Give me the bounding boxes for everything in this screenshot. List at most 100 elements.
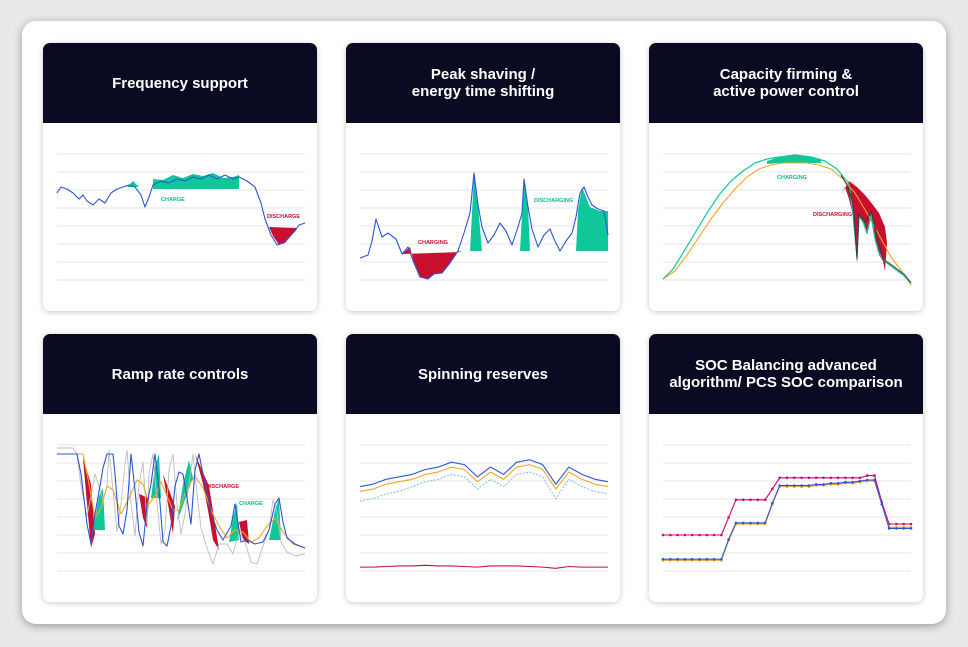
soc-point: [705, 557, 709, 561]
card-title: Frequency support: [112, 74, 248, 92]
soc-point: [814, 476, 818, 480]
soc-point: [676, 557, 679, 561]
soc-point: [741, 498, 745, 502]
card-title: Capacity firming & active power control: [713, 66, 859, 100]
soc-line-orange: [663, 480, 911, 561]
charging-label: CHARGING: [777, 175, 807, 181]
soc-point: [698, 557, 701, 561]
soc-point: [800, 484, 803, 487]
soc-point: [909, 527, 913, 530]
card-frequency-support: Frequency support CHARGE DISCHARGE: [43, 43, 317, 311]
soc-point: [712, 533, 716, 537]
ramp-area-9: [239, 520, 249, 544]
ramp-area-6: [177, 460, 193, 522]
soc-point: [822, 483, 825, 486]
output-line: [840, 174, 912, 284]
charging-area: [402, 247, 462, 279]
soc-point: [749, 521, 752, 525]
grid: [663, 153, 911, 281]
soc-point: [814, 483, 818, 486]
soc-point: [676, 533, 679, 537]
soc-point: [705, 533, 709, 537]
soc-point: [778, 476, 781, 480]
soc-point: [785, 476, 789, 480]
soc-point: [807, 484, 811, 487]
soc-point: [756, 521, 760, 525]
soc-point: [727, 516, 730, 519]
soc-point: [865, 474, 869, 477]
charge-label: CHARGE: [161, 197, 185, 203]
charging-label: CHARGING: [418, 240, 448, 246]
ramp-area-7: [195, 454, 219, 550]
soc-point: [669, 557, 672, 561]
grid: [663, 444, 911, 572]
ramp-rate-chart: DISCHARGE CHARGE: [57, 444, 306, 572]
capacity-firming-chart: CHARGING DISCHARGING: [662, 153, 912, 286]
soc-point: [880, 502, 884, 506]
card-title: Ramp rate controls: [111, 365, 249, 383]
load-line: [359, 172, 609, 280]
soc-point: [669, 533, 672, 537]
soc-point: [844, 480, 847, 484]
soc-point: [778, 484, 781, 487]
card-capacity-firming: Capacity firming & active power control …: [649, 43, 923, 311]
output-line: [57, 453, 306, 549]
soc-point: [771, 487, 774, 491]
card-header: Frequency support: [43, 43, 317, 123]
soc-point: [785, 484, 789, 487]
soc-point: [807, 476, 811, 480]
card-title: Spinning reserves: [417, 365, 549, 383]
soc-point: [720, 557, 723, 561]
card-header: Peak shaving / energy time shifting: [346, 43, 620, 123]
grid: [360, 444, 608, 572]
soc-point: [851, 480, 854, 484]
main-panel: Frequency support CHARGE DISCHARGE Peak …: [22, 21, 946, 624]
charge-label: CHARGE: [239, 501, 263, 507]
soc-point: [771, 501, 774, 505]
soc-point: [763, 521, 767, 525]
soc-point: [727, 538, 730, 541]
soc-point: [734, 498, 738, 502]
card-header: Ramp rate controls: [43, 334, 317, 414]
discharge-area: [269, 227, 297, 245]
soc-point: [661, 557, 665, 561]
spinning-reserves-chart: [359, 444, 609, 572]
discharging-area: [841, 181, 887, 271]
soc-point: [909, 522, 913, 526]
soc-point: [683, 533, 687, 537]
card-spinning-reserves: Spinning reserves: [346, 334, 620, 602]
card-soc-balancing: SOC Balancing advanced algorithm/ PCS SO…: [649, 334, 923, 602]
discharge-label: DISCHARGE: [267, 214, 300, 220]
soc-point: [756, 498, 760, 502]
discharging-label: DISCHARGING: [813, 212, 852, 218]
soc-point: [873, 478, 876, 482]
soc-point: [720, 533, 723, 537]
reserve-line-orange: [359, 464, 609, 493]
card-header: Spinning reserves: [346, 334, 620, 414]
card-header: Capacity firming & active power control: [649, 43, 923, 123]
soc-point: [865, 478, 869, 482]
frequency-line: [56, 174, 306, 246]
ramp-area-1: [83, 458, 95, 548]
soc-point: [858, 479, 862, 483]
soc-point: [887, 527, 891, 530]
card-peak-shaving: Peak shaving / energy time shifting CHAR…: [346, 43, 620, 311]
card-header: SOC Balancing advanced algorithm/ PCS SO…: [649, 334, 923, 414]
soc-point: [844, 476, 847, 480]
discharging-label: DISCHARGING: [534, 198, 573, 204]
soc-point: [858, 476, 862, 480]
card-ramp-rate: Ramp rate controls DISCHARGE CHARGE: [43, 334, 317, 602]
soc-point: [793, 484, 796, 487]
grid: [57, 153, 305, 281]
discharging-area: [470, 173, 608, 251]
soc-point: [698, 533, 701, 537]
soc-point: [836, 482, 840, 485]
reserve-line-blue: [359, 459, 609, 488]
soc-point: [800, 476, 803, 480]
soc-point: [895, 527, 898, 530]
discharge-label: DISCHARGE: [206, 484, 239, 490]
soc-point: [902, 522, 905, 526]
soc-point: [829, 476, 833, 480]
ramp-area-2: [93, 488, 105, 530]
soc-point: [749, 498, 752, 502]
